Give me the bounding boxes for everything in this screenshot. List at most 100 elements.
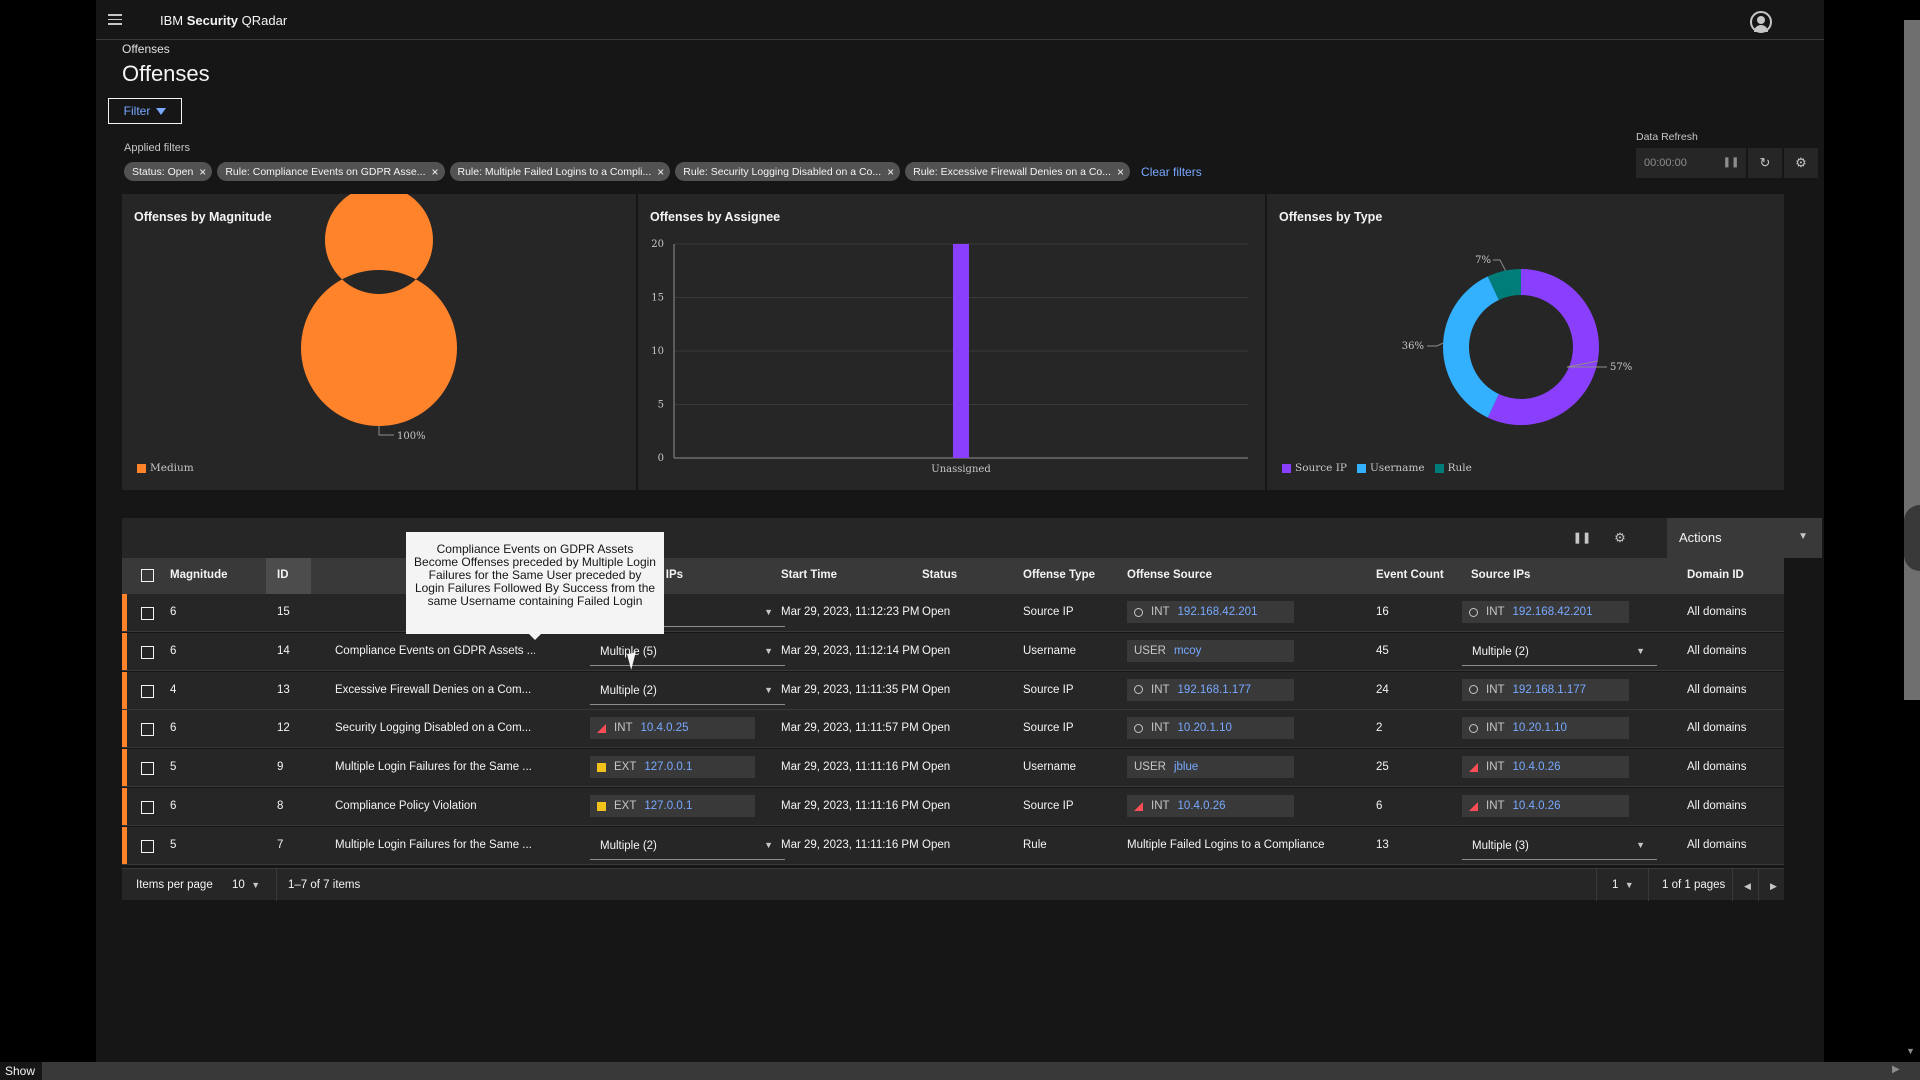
- gear-icon[interactable]: ⚙: [1784, 148, 1818, 178]
- scrollbar-thumb[interactable]: [1904, 20, 1920, 700]
- source-ip-link[interactable]: 192.168.42.201: [1512, 606, 1593, 618]
- row-checkbox[interactable]: [141, 839, 154, 853]
- source-ip-link[interactable]: 10.4.0.26: [1512, 800, 1561, 812]
- destination-ip-kind: EXT: [614, 800, 637, 812]
- destination-ip-link[interactable]: 127.0.0.1: [644, 800, 693, 812]
- destination-ip-link[interactable]: 10.4.0.25: [640, 722, 689, 735]
- actions-dropdown[interactable]: Actions ▼: [1667, 518, 1822, 558]
- actions-label: Actions: [1679, 530, 1722, 545]
- filter-tag[interactable]: Status: Open ×: [124, 162, 213, 181]
- table-row[interactable]: 5 9 Multiple Login Failures for the Same .…: [122, 749, 1784, 788]
- next-page-icon[interactable]: ▶: [1770, 881, 1777, 891]
- table-row[interactable]: 6 14 Compliance Events on GDPR Assets ... M…: [122, 632, 1784, 671]
- offense-source-link[interactable]: 10.4.0.26: [1177, 800, 1226, 812]
- close-icon[interactable]: ×: [887, 164, 895, 179]
- donut-slice[interactable]: [1487, 269, 1599, 425]
- close-icon[interactable]: ×: [431, 164, 439, 179]
- donut-slice[interactable]: [1487, 269, 1521, 300]
- source-ip-dropdown[interactable]: Multiple (3) ▼: [1462, 831, 1657, 860]
- filter-tag[interactable]: Rule: Compliance Events on GDPR Asse... ×: [217, 162, 445, 181]
- prev-page-icon[interactable]: ◀: [1744, 881, 1751, 891]
- description-cell[interactable]: Compliance Events on GDPR Assets ...: [335, 644, 535, 657]
- destination-ip-dropdown[interactable]: Multiple (5) ▼: [590, 637, 785, 666]
- horizontal-scrollbar[interactable]: [0, 1062, 1920, 1080]
- offense-source-link[interactable]: 10.20.1.10: [1177, 722, 1232, 735]
- column-header-event-count[interactable]: Event Count: [1376, 569, 1444, 581]
- offense-source-link[interactable]: jblue: [1173, 761, 1199, 774]
- description-cell[interactable]: Excessive Firewall Denies on a Com...: [335, 683, 532, 696]
- destination-ip-dropdown[interactable]: Multiple (2) ▼: [590, 676, 785, 705]
- hamburger-menu-icon[interactable]: [108, 14, 122, 26]
- pause-icon[interactable]: ❚❚: [1716, 148, 1746, 178]
- description-cell[interactable]: Compliance Policy Violation: [335, 800, 477, 812]
- user-avatar-icon[interactable]: [1750, 11, 1772, 33]
- column-header-id[interactable]: ID: [277, 569, 289, 581]
- side-panel-handle[interactable]: [1904, 505, 1920, 571]
- column-header-offense-type[interactable]: Offense Type: [1023, 569, 1095, 581]
- column-header-offense-source[interactable]: Offense Source: [1127, 569, 1212, 581]
- offense-source-link[interactable]: 192.168.1.177: [1177, 683, 1252, 696]
- source-ip-link[interactable]: 10.4.0.26: [1512, 761, 1561, 774]
- offense-source-link[interactable]: mcoy: [1173, 644, 1202, 657]
- description-cell[interactable]: Multiple Login Failures for the Same ...: [335, 838, 532, 851]
- close-icon[interactable]: ×: [199, 164, 207, 179]
- table-row[interactable]: 6 8 Compliance Policy Violation EXT 127.0.0.…: [122, 788, 1784, 826]
- bar[interactable]: [953, 244, 969, 458]
- select-all-checkbox[interactable]: [141, 569, 154, 582]
- column-header-source-ips[interactable]: Source IPs: [1471, 569, 1531, 581]
- destination-ip-chip: INT 10.4.0.25: [590, 717, 755, 740]
- gear-icon[interactable]: ⚙: [1614, 530, 1626, 545]
- legend-item-rule[interactable]: Rule: [1434, 462, 1472, 474]
- refresh-icon[interactable]: ↻: [1748, 148, 1782, 178]
- filter-tag[interactable]: Rule: Security Logging Disabled on a Co.…: [675, 162, 901, 181]
- legend-item-medium[interactable]: Medium: [137, 462, 194, 474]
- breadcrumb[interactable]: Offenses: [122, 42, 170, 56]
- table-row[interactable]: 615Multiple (2)▼Mar 29, 2023, 11:12:23 P…: [122, 594, 1784, 632]
- magnitude-indicator: [122, 826, 127, 864]
- source-ip-dropdown[interactable]: Multiple (2) ▼: [1462, 637, 1657, 666]
- chevron-down-icon: ▼: [1624, 880, 1634, 890]
- domain-cell: All domains: [1687, 800, 1747, 812]
- scroll-right-icon[interactable]: ▶: [1892, 1064, 1900, 1075]
- source-ip-link[interactable]: 10.20.1.10: [1512, 722, 1567, 735]
- source-ip-link[interactable]: 192.168.1.177: [1512, 683, 1587, 696]
- column-header-status[interactable]: Status: [922, 569, 958, 581]
- items-per-page-select[interactable]: 10 ▼: [232, 879, 260, 891]
- clear-filters-link[interactable]: Clear filters: [1141, 164, 1202, 179]
- column-header-magnitude[interactable]: Magnitude: [170, 569, 228, 581]
- row-checkbox[interactable]: [141, 801, 154, 814]
- row-checkbox[interactable]: [141, 762, 154, 776]
- description-cell[interactable]: Security Logging Disabled on a Com...: [335, 722, 532, 735]
- filter-tag[interactable]: Rule: Excessive Firewall Denies on a Co.…: [905, 162, 1131, 181]
- destination-ip-dropdown[interactable]: Multiple (2) ▼: [590, 831, 785, 860]
- legend-swatch: [1434, 463, 1444, 473]
- filter-button[interactable]: Filter: [108, 98, 182, 124]
- description-cell[interactable]: Multiple Login Failures for the Same ...: [335, 761, 532, 774]
- column-header-domain-id[interactable]: Domain ID: [1687, 569, 1744, 581]
- row-checkbox[interactable]: [141, 645, 154, 659]
- donut-slice[interactable]: [1443, 276, 1499, 418]
- table-row[interactable]: 6 12 Security Logging Disabled on a Com...…: [122, 710, 1784, 749]
- donut-slice[interactable]: [301, 194, 457, 426]
- offense-type-cell: Source IP: [1023, 606, 1074, 618]
- status-cell: Open: [922, 683, 951, 696]
- scroll-down-icon[interactable]: ▼: [1906, 1046, 1915, 1056]
- pause-icon[interactable]: ❚❚: [1572, 532, 1592, 544]
- id-cell: 13: [277, 683, 290, 696]
- legend-item-source-ip[interactable]: Source IP: [1282, 462, 1347, 474]
- close-icon[interactable]: ×: [1117, 164, 1125, 179]
- show-button[interactable]: Show: [0, 1062, 42, 1080]
- table-row[interactable]: 5 7 Multiple Login Failures for the Same .…: [122, 826, 1784, 865]
- row-checkbox[interactable]: [141, 723, 154, 737]
- table-row[interactable]: 4 13 Excessive Firewall Denies on a Com...…: [122, 671, 1784, 710]
- row-checkbox[interactable]: [141, 607, 154, 620]
- legend-item-username[interactable]: Username: [1356, 462, 1425, 474]
- row-checkbox[interactable]: [141, 684, 154, 698]
- close-icon[interactable]: ×: [657, 164, 665, 179]
- page-select[interactable]: 1 ▼: [1612, 879, 1634, 891]
- y-tick-label: 15: [651, 293, 664, 304]
- offense-source-link[interactable]: 192.168.42.201: [1177, 606, 1258, 618]
- destination-ip-link[interactable]: 127.0.0.1: [644, 761, 693, 774]
- filter-tag[interactable]: Rule: Multiple Failed Logins to a Compli…: [449, 162, 671, 181]
- column-header-start-time[interactable]: Start Time: [781, 569, 838, 581]
